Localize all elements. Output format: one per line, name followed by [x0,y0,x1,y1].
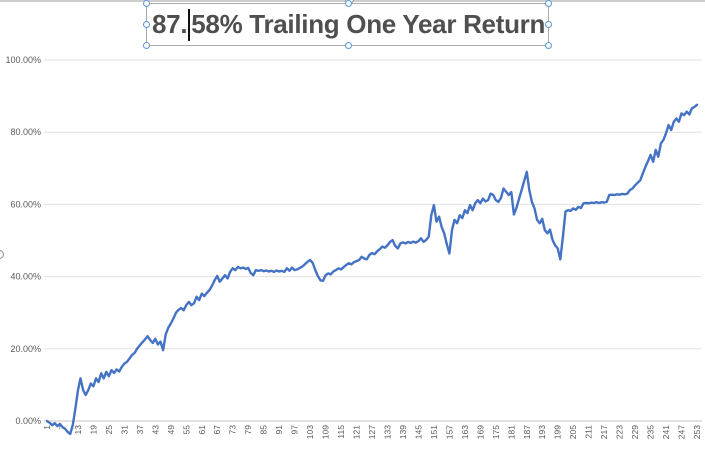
selection-handle-w[interactable] [143,21,150,28]
x-axis-label: 97 [290,425,300,435]
x-axis-label: 211 [584,425,594,439]
x-axis-label: 169 [475,425,485,439]
x-axis-label: 133 [382,425,392,439]
x-axis-label: 1 [42,425,52,430]
x-axis-label: 253 [692,425,702,439]
x-axis-label: 157 [444,425,454,439]
x-axis-label: 19 [88,425,98,435]
chart-title-text-after-caret: 58% Trailing One Year Return [191,9,546,39]
x-axis-label: 127 [367,425,377,439]
x-axis-label: 223 [615,425,625,439]
y-axis-label: 40.00% [10,272,41,282]
x-axis-label: 151 [429,425,439,439]
chart-title-textbox[interactable]: 87. 58% Trailing One Year Return [143,0,552,49]
x-axis-label: 25 [104,425,114,435]
x-axis-label: 205 [568,425,578,439]
selection-handle-n[interactable] [345,0,352,7]
return-series-line[interactable] [45,103,699,436]
x-axis-label: 175 [491,425,501,439]
text-cursor [188,8,191,41]
x-axis-label: 145 [413,425,423,439]
x-axis-label: 67 [212,425,222,435]
selection-handle-nw[interactable] [143,0,150,7]
x-axis-label: 193 [537,425,547,439]
chart-title-text-before-caret: 87. [152,9,188,39]
x-axis-label: 103 [305,425,315,439]
y-axis-label: 100.00% [5,55,41,65]
x-axis-label: 79 [243,425,253,435]
x-axis-label: 55 [181,425,191,435]
x-axis-label: 31 [119,425,129,435]
y-axis-label: 0.00% [15,416,41,426]
x-axis-label: 37 [135,425,145,435]
y-axis-label: 80.00% [10,127,41,137]
x-axis-label: 235 [646,425,656,439]
x-axis-label: 163 [460,425,470,439]
x-axis-label: 229 [630,425,640,439]
x-axis-label: 187 [522,425,532,439]
x-axis-label: 13 [73,425,83,435]
y-axis-label: 20.00% [10,344,41,354]
x-axis-label: 217 [599,425,609,439]
x-axis-label: 61 [197,425,207,435]
selection-handle-sw[interactable] [143,42,150,49]
x-axis-label: 49 [166,425,176,435]
selection-handle-e[interactable] [545,21,552,28]
x-axis-label: 91 [274,425,284,435]
x-axis-label: 73 [228,425,238,435]
x-axis-label: 115 [336,425,346,439]
y-axis-label: 60.00% [10,199,41,209]
x-axis-label: 199 [553,425,563,439]
x-axis-label: 85 [259,425,269,435]
x-axis-label: 241 [661,425,671,439]
selection-handle-se[interactable] [545,42,552,49]
x-axis-label: 181 [506,425,516,439]
x-axis-label: 121 [352,425,362,439]
x-axis-label: 109 [321,425,331,439]
x-axis-label: 139 [398,425,408,439]
selection-handle-ne[interactable] [545,0,552,7]
x-axis-label: 247 [677,425,687,439]
selection-handle-s[interactable] [345,42,352,49]
x-axis-label: 43 [150,425,160,435]
